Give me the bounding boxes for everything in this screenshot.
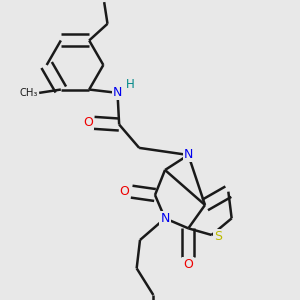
Text: O: O xyxy=(83,116,93,129)
Text: H: H xyxy=(126,78,134,91)
Text: O: O xyxy=(119,185,129,198)
Text: N: N xyxy=(184,148,193,161)
Text: O: O xyxy=(183,257,193,271)
Text: CH₃: CH₃ xyxy=(19,88,38,98)
Text: N: N xyxy=(160,212,170,225)
Text: N: N xyxy=(113,86,122,99)
Text: S: S xyxy=(214,230,222,243)
